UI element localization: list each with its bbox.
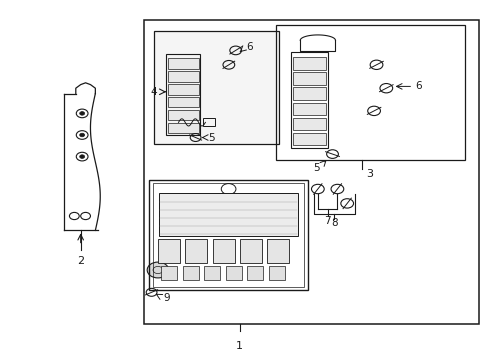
Bar xyxy=(153,183,304,287)
Circle shape xyxy=(80,155,84,158)
Bar xyxy=(247,266,263,280)
Circle shape xyxy=(80,112,84,115)
Bar xyxy=(292,103,325,115)
Bar xyxy=(168,110,198,120)
Bar xyxy=(154,31,278,144)
Bar xyxy=(203,118,215,126)
Bar xyxy=(149,180,307,290)
Bar xyxy=(168,71,198,82)
Bar xyxy=(212,239,234,263)
Circle shape xyxy=(147,262,168,278)
Bar xyxy=(158,239,180,263)
Text: 3: 3 xyxy=(365,168,372,179)
Text: 9: 9 xyxy=(163,293,169,303)
Bar xyxy=(292,118,325,130)
Bar xyxy=(161,266,177,280)
Bar xyxy=(144,20,478,324)
Bar xyxy=(204,266,220,280)
Bar xyxy=(292,72,325,85)
Bar xyxy=(185,239,207,263)
Bar xyxy=(168,122,198,133)
Text: 5: 5 xyxy=(207,133,214,143)
Bar xyxy=(292,87,325,100)
Bar xyxy=(225,266,241,280)
Text: 7: 7 xyxy=(324,216,330,226)
Bar xyxy=(159,193,298,236)
Bar xyxy=(168,84,198,95)
Text: 2: 2 xyxy=(77,256,84,266)
Bar xyxy=(292,57,325,69)
Bar xyxy=(276,25,464,160)
Bar xyxy=(168,97,198,107)
Text: 1: 1 xyxy=(236,341,243,351)
Text: 8: 8 xyxy=(330,218,337,228)
Bar xyxy=(290,52,327,148)
Bar xyxy=(183,266,198,280)
Bar xyxy=(168,58,198,69)
Text: 5: 5 xyxy=(312,163,319,173)
Circle shape xyxy=(80,133,84,137)
Text: 6: 6 xyxy=(245,42,252,52)
Bar xyxy=(240,239,262,263)
Bar xyxy=(267,239,289,263)
Bar xyxy=(292,133,325,145)
Text: 4: 4 xyxy=(150,87,157,97)
Text: 6: 6 xyxy=(414,81,421,91)
Bar xyxy=(166,54,200,135)
Bar xyxy=(268,266,284,280)
